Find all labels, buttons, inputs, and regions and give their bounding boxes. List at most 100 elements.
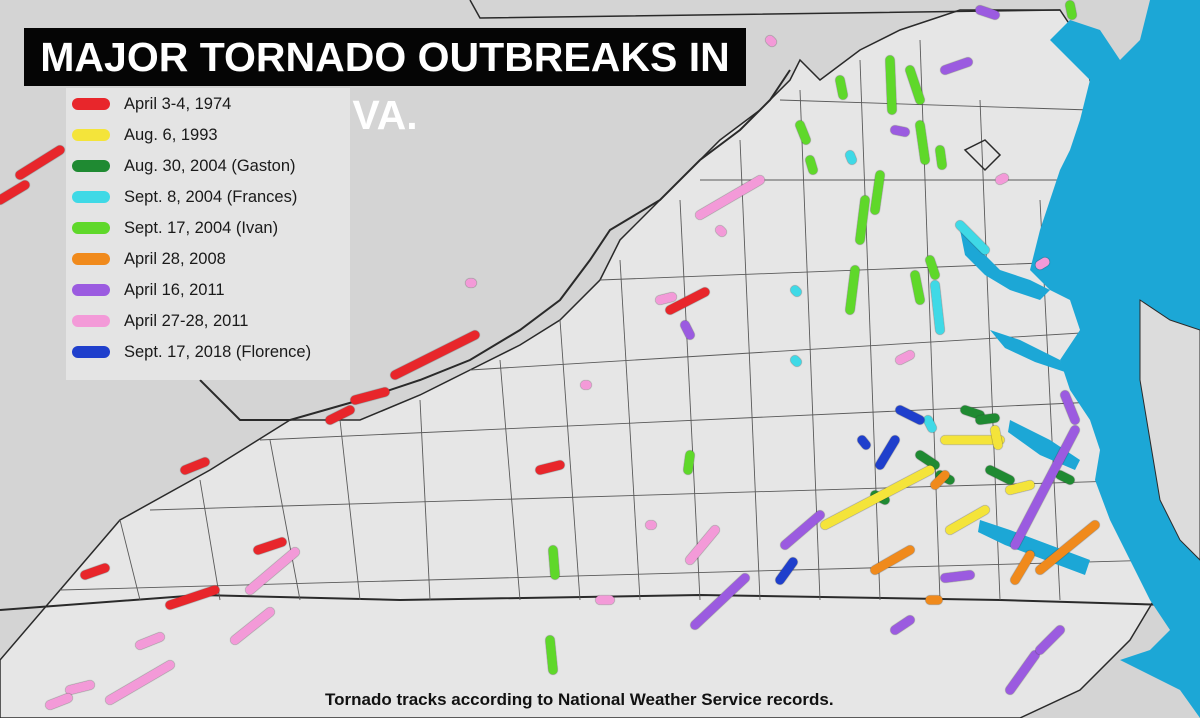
tornado-track-1993 [1005,480,1035,495]
tornado-track-1974 [350,387,390,405]
nc-border [0,593,1171,611]
tornado-track-apr27 [230,607,275,645]
tornado-track-ivan [845,265,860,315]
tornado-track-1993 [945,505,990,535]
source-note: Tornado tracks according to National Wea… [325,690,834,709]
tornado-track-2008 [930,470,950,490]
tornado-track-gaston [975,413,1000,425]
tornado-track-1974 [390,330,480,380]
tornado-track-ivan [855,195,870,245]
legend-swatch [72,284,110,296]
wv-border [199,69,791,421]
legend-label: April 3-4, 1974 [124,95,232,113]
tornado-track-2008 [1010,550,1035,585]
tornado-track-florence [857,435,871,450]
tornado-track-ivan [925,255,940,280]
tornado-track-apr27 [135,632,165,650]
tornado-track-2008 [1035,520,1100,575]
tornado-track-frances [790,285,802,297]
legend-swatch [72,129,110,141]
tornado-track-1974 [665,287,710,315]
tornado-track-apr2011 [1060,390,1080,425]
tornado-track-1974 [0,180,30,205]
tornado-track-apr2011 [1005,650,1040,695]
legend-swatch [72,222,110,234]
tornado-track-ivan [870,170,885,215]
eastern-shore [1139,299,1200,561]
tornado-track-apr27 [685,525,720,565]
tornado-track-apr27 [995,173,1009,185]
legend-swatch [72,315,110,327]
tornado-track-ivan [915,120,930,165]
rappahannock-river [990,330,1065,372]
tornado-track-apr27 [715,225,727,237]
legend-swatch [72,98,110,110]
tornado-track-florence [775,557,798,585]
tornado-track-frances [790,355,802,367]
tornado-track-1993 [990,425,1003,450]
tornado-track-1974 [15,145,65,180]
tornado-track-ivan [805,155,818,175]
tornado-track-apr2011 [890,125,910,137]
tornado-track-apr2011 [975,5,1000,20]
tornado-track-apr27 [105,660,175,705]
tornado-track-apr2011 [1035,625,1065,655]
tornado-track-ivan [795,120,811,145]
tornado-track-ivan [885,55,897,115]
legend-swatch [72,191,110,203]
tornado-track-ivan [935,145,947,170]
legend-label: Sept. 17, 2018 (Florence) [124,343,312,361]
tornado-track-ivan [905,65,925,105]
tornado-track-apr27 [245,547,300,595]
tornado-track-1974 [535,460,565,475]
legend-label: Sept. 17, 2004 (Ivan) [124,219,279,237]
legend-swatch [72,346,110,358]
potomac-river [960,230,1050,300]
legend-swatch [72,160,110,172]
tornado-track-1974 [180,457,210,475]
tornado-track-gaston [985,465,1015,485]
tornado-track-apr2011 [940,57,973,75]
county-lines [59,39,1161,601]
legend-label: April 16, 2011 [124,281,225,299]
tornado-track-1974 [325,405,355,425]
tornado-track-frances [955,220,990,255]
chesapeake-bay [1030,0,1200,718]
map-title: MAJOR TORNADO OUTBREAKS IN VA. [24,28,746,138]
tornado-track-apr2011 [690,573,750,630]
tornado-track-apr2011 [680,320,695,340]
tornado-track-apr27 [655,292,677,305]
legend-swatch [72,253,110,265]
tornado-track-apr27 [65,680,95,695]
dc-border [963,139,1002,172]
tornado-track-ivan [910,270,925,305]
tornado-track-apr27 [1035,257,1050,270]
tornado-track-florence [895,405,925,425]
tornado-track-frances [930,280,945,335]
tornado-track-apr2011 [890,615,915,635]
tornado-track-apr2011 [780,510,825,550]
maryland-border [469,0,1061,19]
tornado-track-apr2011 [940,570,975,583]
tornado-track-apr2011 [1010,425,1080,550]
tornado-track-ivan [683,450,695,475]
tornado-track-gaston [915,450,940,470]
tornado-track-apr27 [895,350,915,365]
legend-label: Aug. 30, 2004 (Gaston) [124,157,296,175]
legend-label: Sept. 8, 2004 (Frances) [124,188,298,206]
tornado-track-frances [923,415,937,433]
tornado-track-gaston [1055,470,1075,485]
tornado-track-1974 [80,563,110,580]
legend: April 3-4, 1974 Aug. 6, 1993 Aug. 30, 20… [66,88,350,380]
tornado-track-gaston [960,405,985,420]
tornado-track-apr27 [45,693,73,710]
james-river [978,520,1090,575]
tornado-track-ivan [1065,0,1077,20]
legend-label: April 28, 2008 [124,250,226,268]
tornado-track-1974 [165,585,220,610]
tornado-track-1993 [820,465,935,530]
tornado-track-apr27 [695,175,765,220]
tornado-track-ivan [835,75,848,100]
